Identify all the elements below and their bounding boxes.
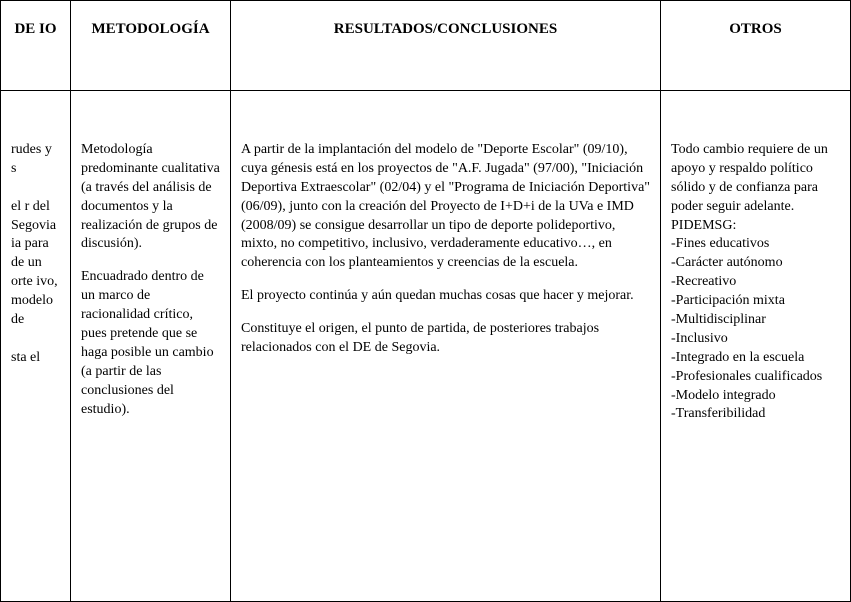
header-col4: OTROS — [661, 1, 851, 91]
header-col3: RESULTADOS/CONCLUSIONES — [231, 1, 661, 91]
header-col2: METODOLOGÍA — [71, 1, 231, 91]
col3-para1: A partir de la implantación del modelo d… — [241, 141, 650, 273]
cell-col4: Todo cambio requiere de un apoyo y respa… — [661, 91, 851, 602]
col4-item1: -Fines educativos — [671, 235, 840, 254]
cell-col1: rudes y s el r del Segovia ia para de un… — [1, 91, 71, 602]
col4-para2: PIDEMSG: — [671, 217, 840, 236]
data-table: DE IO METODOLOGÍA RESULTADOS/CONCLUSIONE… — [0, 0, 851, 602]
col4-item7: -Integrado en la escuela — [671, 349, 840, 368]
col4-item10: -Transferibilidad — [671, 405, 840, 424]
col2-para2: Encuadrado dentro de un marco de raciona… — [81, 268, 220, 419]
header-col1: DE IO — [1, 1, 71, 91]
col4-item5: -Multidisciplinar — [671, 311, 840, 330]
col2-para1: Metodología predominante cualitativa (a … — [81, 141, 220, 254]
col4-para1: Todo cambio requiere de un apoyo y respa… — [671, 141, 840, 217]
col3-para2: El proyecto continúa y aún quedan muchas… — [241, 287, 650, 306]
col4-item9: -Modelo integrado — [671, 387, 840, 406]
table-header-row: DE IO METODOLOGÍA RESULTADOS/CONCLUSIONE… — [1, 1, 851, 91]
cell-col2: Metodología predominante cualitativa (a … — [71, 91, 231, 602]
col4-item2: -Carácter autónomo — [671, 254, 840, 273]
col1-text: rudes y s el r del Segovia ia para de un… — [11, 142, 58, 365]
col4-item6: -Inclusivo — [671, 330, 840, 349]
col4-item8: -Profesionales cualificados — [671, 368, 840, 387]
col4-item4: -Participación mixta — [671, 292, 840, 311]
col4-item3: -Recreativo — [671, 273, 840, 292]
col3-para3: Constituye el origen, el punto de partid… — [241, 320, 650, 358]
cell-col3: A partir de la implantación del modelo d… — [231, 91, 661, 602]
table-row: rudes y s el r del Segovia ia para de un… — [1, 91, 851, 602]
